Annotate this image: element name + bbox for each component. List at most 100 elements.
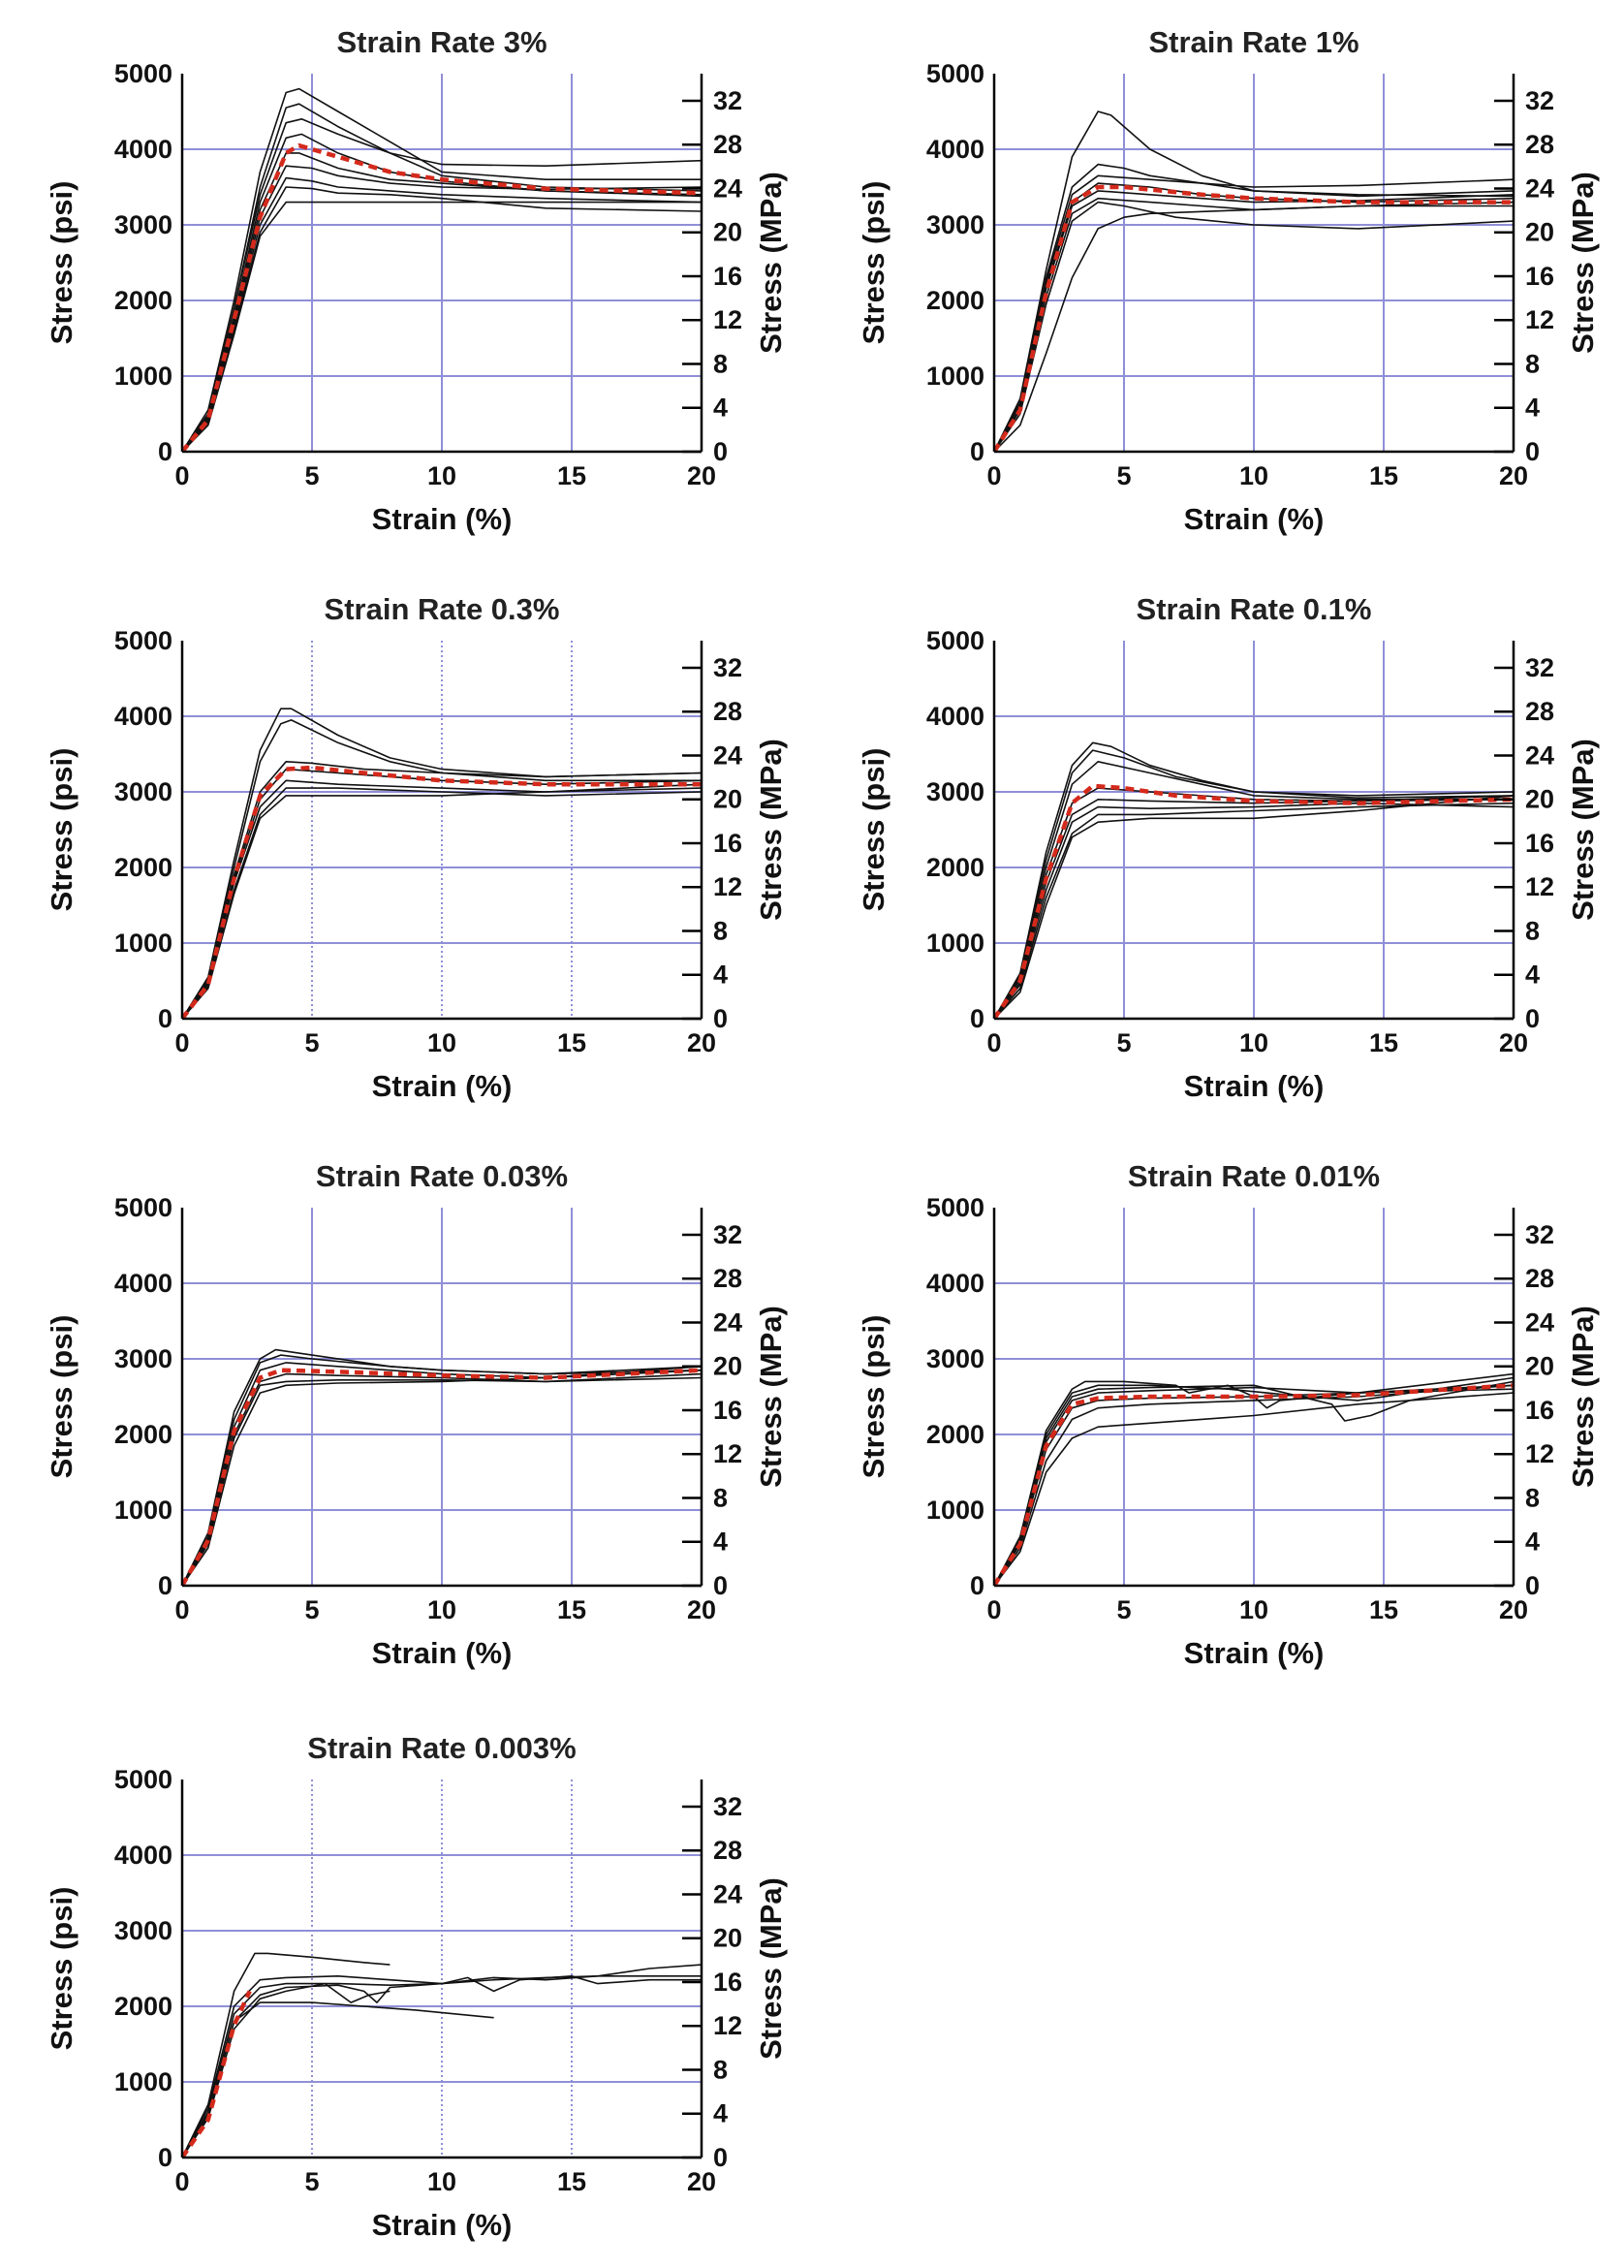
- y2-tick-label: 4: [1525, 1528, 1540, 1557]
- specimen-curve-5: [182, 152, 702, 452]
- x-tick-label: 0: [986, 461, 1001, 490]
- x-tick-label: 10: [427, 1595, 456, 1624]
- y-tick-label: 3000: [926, 1344, 984, 1373]
- y-axis-label: Stress (psi): [857, 1315, 890, 1479]
- y-tick-label: 5000: [114, 1193, 172, 1222]
- y-tick-label: 0: [158, 2143, 172, 2172]
- y-tick-label: 5000: [114, 626, 172, 655]
- y2-tick-label: 8: [1525, 1483, 1540, 1512]
- specimen-curve-1: [182, 1952, 390, 2158]
- y-axis-label: Stress (psi): [45, 748, 78, 912]
- specimen-curve-1: [182, 708, 702, 1019]
- specimen-curve-7: [994, 1392, 1514, 1586]
- x-axis-label: Strain (%): [372, 1636, 513, 1670]
- x-tick-label: 15: [557, 1028, 586, 1057]
- x-tick-label: 5: [1116, 1028, 1131, 1057]
- y2-tick-label: 32: [713, 1220, 742, 1249]
- y2-axis-label: Stress (MPa): [1566, 1306, 1600, 1488]
- y2-tick-label: 12: [713, 872, 742, 901]
- specimen-curve-4: [182, 1975, 702, 2158]
- y2-tick-label: 20: [713, 1924, 742, 1953]
- y2-tick-label: 28: [1525, 697, 1554, 726]
- chart-title: Strain Rate 0.01%: [1128, 1159, 1380, 1193]
- mean-curve: [182, 1368, 702, 1586]
- specimen-curve-7: [994, 201, 1514, 452]
- y2-tick-label: 28: [713, 697, 742, 726]
- chart-panel-6: Strain Rate 0.01% 0 1000 2000 3000 4000 5000 0 5…: [812, 1134, 1624, 1696]
- x-tick-label: 15: [557, 2167, 586, 2196]
- y2-tick-label: 0: [1525, 1571, 1540, 1600]
- x-tick-label: 0: [986, 1028, 1001, 1057]
- chart-panel-5: Strain Rate 0.03% 0 1000 2000 3000 4000 5000 0 5…: [0, 1134, 812, 1696]
- x-tick-label: 5: [304, 1595, 319, 1624]
- y-tick-label: 2000: [114, 1420, 172, 1449]
- y-tick-label: 0: [970, 1004, 984, 1033]
- chart-title: Strain Rate 0.3%: [325, 592, 560, 626]
- x-tick-label: 10: [1239, 1595, 1268, 1624]
- y-tick-label: 3000: [926, 210, 984, 239]
- y2-tick-label: 0: [713, 437, 728, 466]
- y2-tick-label: 32: [1525, 86, 1554, 115]
- x-tick-label: 10: [427, 461, 456, 490]
- y2-tick-label: 20: [1525, 1352, 1554, 1381]
- y2-tick-label: 0: [713, 1004, 728, 1033]
- specimen-curve-2: [182, 719, 702, 1019]
- x-tick-label: 20: [687, 461, 716, 490]
- y2-tick-label: 4: [713, 961, 728, 990]
- y-tick-label: 0: [158, 1571, 172, 1600]
- chart-svg: Strain Rate 0.003% 0 1000 2000 3000 4000 5000 0…: [45, 1731, 788, 2242]
- y2-tick-label: 20: [1525, 785, 1554, 814]
- y2-tick-label: 8: [713, 916, 728, 945]
- y-tick-label: 4000: [114, 702, 172, 731]
- x-tick-label: 20: [1499, 1028, 1528, 1057]
- y-tick-label: 0: [158, 1004, 172, 1033]
- x-tick-label: 15: [1369, 1595, 1398, 1624]
- y2-tick-label: 4: [1525, 394, 1540, 423]
- y-tick-label: 0: [158, 437, 172, 466]
- y2-tick-label: 12: [713, 2011, 742, 2040]
- y-tick-label: 4000: [114, 1841, 172, 1870]
- y-tick-label: 5000: [114, 1765, 172, 1794]
- specimen-curve-6: [182, 1982, 390, 2158]
- y2-tick-label: 4: [1525, 961, 1540, 990]
- y2-tick-label: 28: [713, 1264, 742, 1293]
- y2-tick-label: 24: [1525, 173, 1554, 203]
- x-tick-label: 10: [1239, 461, 1268, 490]
- y2-tick-label: 16: [1525, 829, 1554, 858]
- y-tick-label: 3000: [114, 1344, 172, 1373]
- specimen-curve-3: [182, 118, 702, 452]
- y2-tick-label: 16: [713, 1396, 742, 1425]
- specimen-curve-8: [994, 201, 1514, 452]
- y2-tick-label: 32: [713, 653, 742, 682]
- y-tick-label: 2000: [926, 853, 984, 882]
- y-axis-label: Stress (psi): [45, 1887, 78, 2051]
- y-tick-label: 3000: [114, 777, 172, 806]
- y-tick-label: 1000: [926, 362, 984, 391]
- y2-tick-label: 16: [713, 1968, 742, 1997]
- y2-tick-label: 0: [1525, 1004, 1540, 1033]
- chart-svg: Strain Rate 3% 0 1000 2000 3000 4000 5000 0 5 10 1…: [45, 25, 788, 536]
- y2-axis-label: Stress (MPa): [1566, 172, 1600, 354]
- y2-tick-label: 0: [1525, 437, 1540, 466]
- y2-axis-label: Stress (MPa): [754, 1306, 788, 1488]
- y2-tick-label: 32: [713, 1792, 742, 1821]
- y2-tick-label: 8: [713, 1483, 728, 1512]
- y2-tick-label: 12: [1525, 305, 1554, 334]
- x-tick-label: 0: [174, 1595, 189, 1624]
- x-tick-label: 20: [687, 2167, 716, 2196]
- mean-curve: [182, 142, 702, 452]
- y-tick-label: 1000: [114, 2067, 172, 2096]
- y2-tick-label: 20: [713, 1352, 742, 1381]
- y2-tick-label: 24: [713, 1879, 742, 1908]
- y2-tick-label: 28: [713, 1836, 742, 1865]
- y-tick-label: 3000: [114, 210, 172, 239]
- y-tick-label: 2000: [926, 1420, 984, 1449]
- x-tick-label: 0: [986, 1595, 1001, 1624]
- y-tick-label: 4000: [926, 1269, 984, 1298]
- y-tick-label: 1000: [114, 929, 172, 958]
- y2-tick-label: 16: [713, 829, 742, 858]
- specimen-curve-6: [182, 1366, 702, 1586]
- specimen-curve-5: [182, 1376, 702, 1586]
- mean-curve: [994, 783, 1514, 1019]
- specimen-curve-2: [182, 1354, 702, 1586]
